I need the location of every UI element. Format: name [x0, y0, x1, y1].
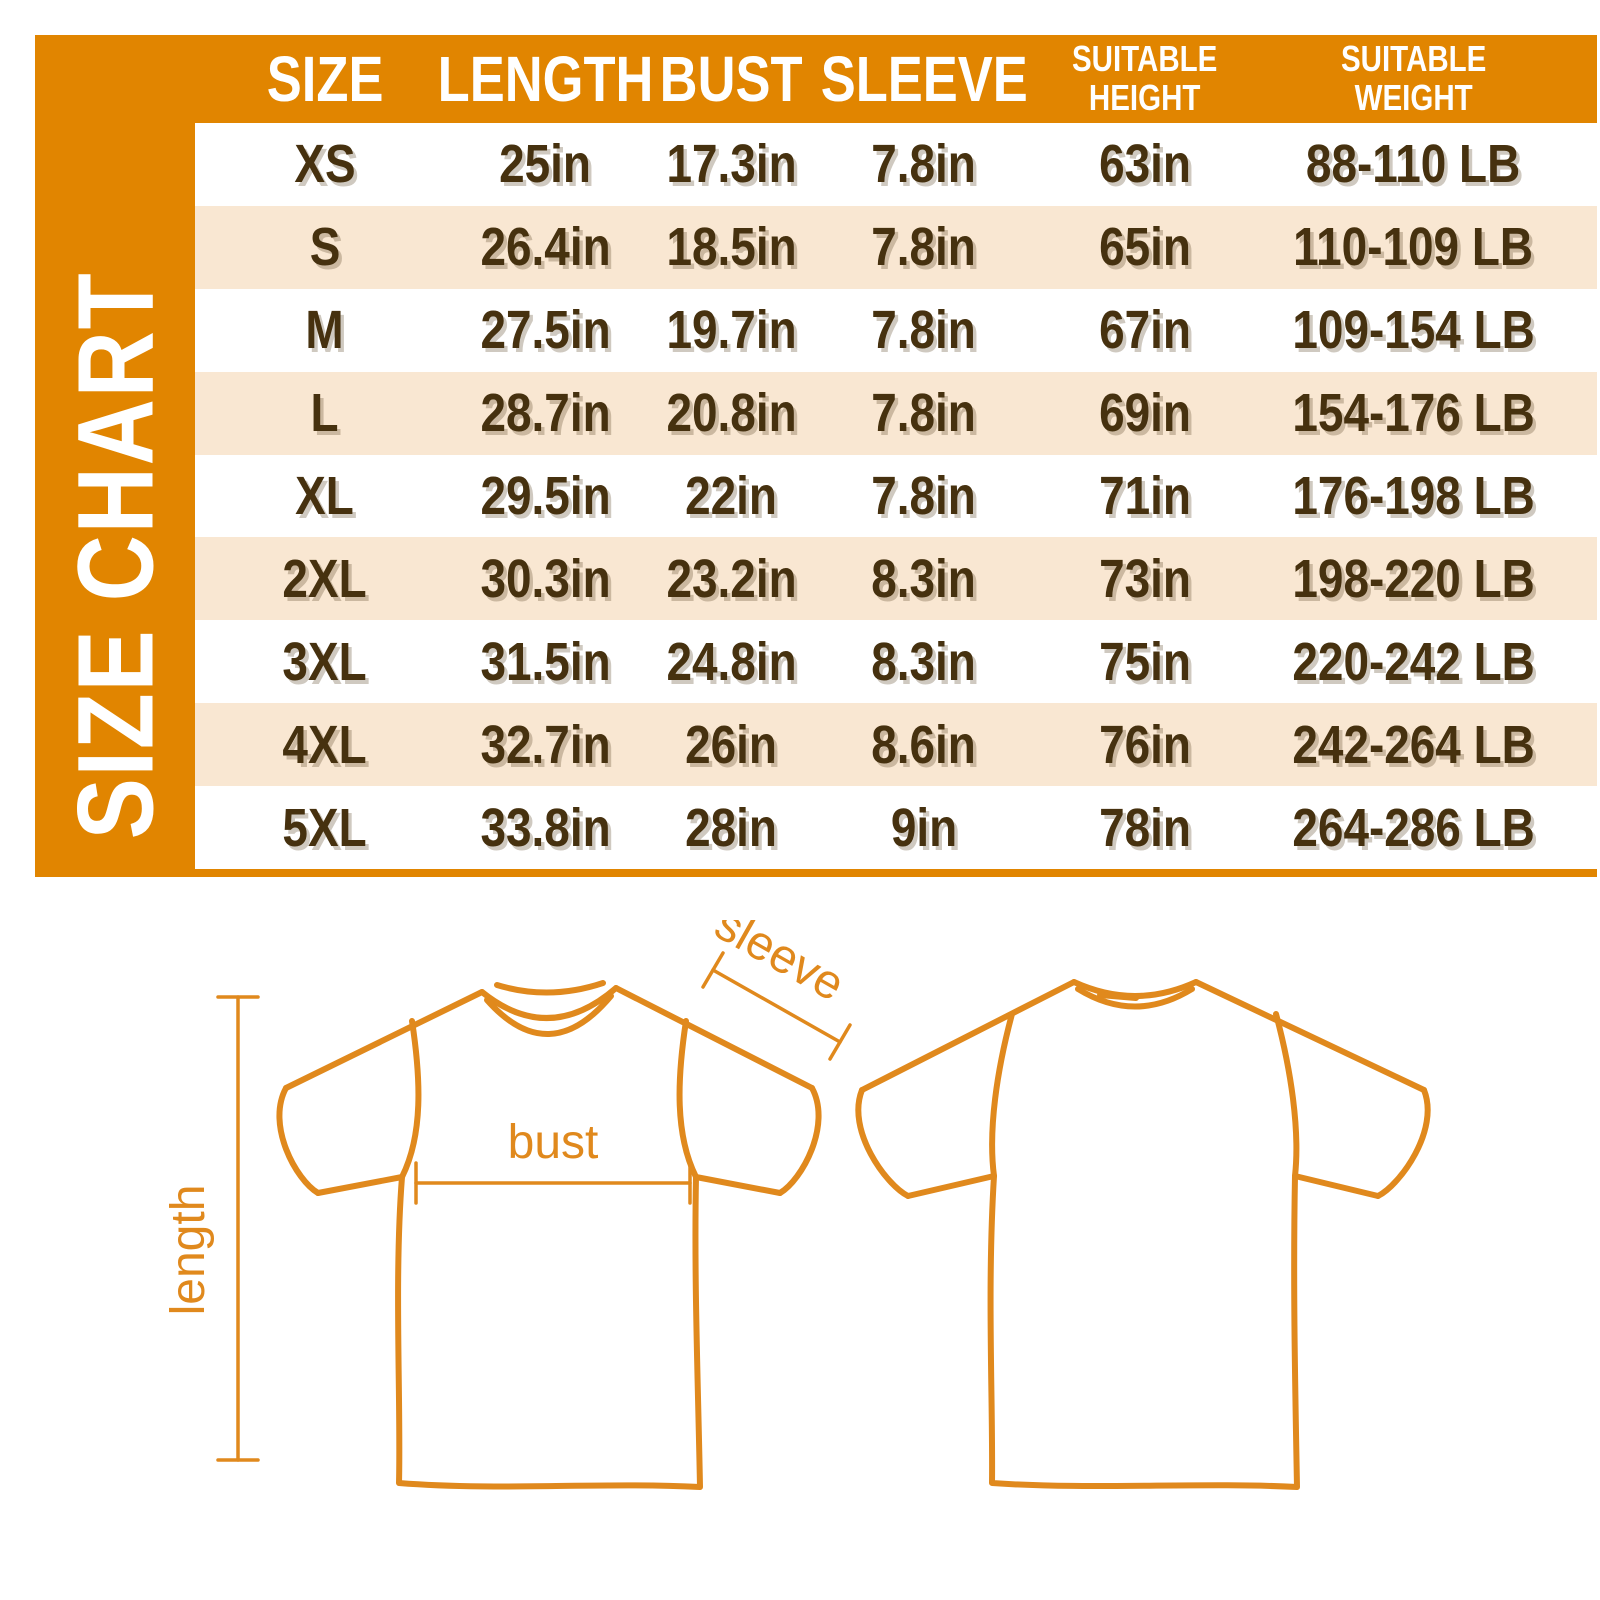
table-cell: 22in	[685, 466, 778, 526]
bust-label: bust	[508, 1116, 599, 1169]
table-cell: 88-110 LB	[1306, 134, 1521, 195]
table-cell: 30.3in	[480, 548, 611, 609]
table-row-2xl: 2XL 30.3in 23.2in 8.3in 73in 198-220 LB	[195, 537, 1597, 621]
header-suitable-height: SUITABLE HEIGHT	[1072, 38, 1218, 118]
table-cell: 32.7in	[480, 714, 611, 775]
table-cell: 75in	[1098, 631, 1191, 692]
table-cell: 67in	[1098, 300, 1191, 361]
tshirt-diagram-svg: bust length sleeve	[162, 920, 1431, 1490]
table-cell: L	[310, 383, 339, 444]
table-row-xs: XS 25in 17.3in 7.8in 63in 88-110 LB	[195, 123, 1597, 206]
sleeve-label: sleeve	[706, 920, 853, 1012]
table-row-4xl: 4XL 32.7in 26in 8.6in 76in 242-264 LB	[195, 703, 1597, 787]
table-cell: 33.8in	[480, 797, 611, 858]
table-cell: 26in	[685, 714, 778, 775]
sleeve-measure-line	[701, 951, 852, 1061]
table-cell: 73in	[1098, 548, 1191, 609]
tshirt-back-outline	[855, 979, 1431, 1490]
table-row-3xl: 3XL 31.5in 24.8in 8.3in 75in 220-242 LB	[195, 620, 1597, 704]
table-cell: 264-286 LB	[1292, 797, 1535, 858]
table-cell: 8.3in	[871, 548, 977, 609]
table-row-s: S 26.4in 18.5in 7.8in 65in 110-109 LB	[195, 205, 1597, 289]
table-cell: 220-242 LB	[1292, 631, 1535, 692]
table-cell: 109-154 LB	[1292, 300, 1535, 361]
header-size: SIZE	[266, 43, 383, 115]
table-cell: 7.8in	[871, 383, 977, 444]
table-cell: 4XL	[282, 714, 367, 775]
bust-measure-line	[414, 1161, 692, 1205]
table-row-xl: XL 29.5in 22in 7.8in 71in 176-198 LB	[195, 454, 1597, 538]
length-measure-line	[216, 995, 260, 1462]
table-cell: 25in	[499, 134, 592, 195]
size-chart-table: SIZE CHART SIZE LENGTH BUST SLEEVE SUITA…	[35, 35, 1597, 877]
tshirt-measurement-diagram: bust length sleeve	[0, 920, 1600, 1600]
table-cell: 24.8in	[666, 631, 797, 692]
table-cell: XL	[295, 466, 355, 526]
header-length: LENGTH	[437, 43, 654, 115]
table-cell: 31.5in	[480, 631, 611, 692]
table-cell: 63in	[1098, 134, 1191, 195]
table-cell: 176-198 LB	[1292, 466, 1535, 526]
table-cell: 7.8in	[871, 466, 977, 526]
table-cell: S	[309, 217, 340, 278]
table-cell: 65in	[1098, 217, 1191, 278]
table-row-5xl: 5XL 33.8in 28in 9in 78in 264-286 LB	[195, 786, 1597, 870]
table-cell: 110-109 LB	[1293, 217, 1534, 278]
table-cell: 7.8in	[871, 217, 977, 278]
table-row-l: L 28.7in 20.8in 7.8in 69in 154-176 LB	[195, 371, 1597, 455]
table-cell: 7.8in	[871, 134, 977, 195]
table-cell: 26.4in	[480, 217, 611, 278]
table-cell: 69in	[1098, 383, 1191, 444]
table-cell: 9in	[890, 797, 958, 858]
length-label: length	[162, 1185, 215, 1316]
table-cell: 18.5in	[666, 217, 797, 278]
table-cell: 154-176 LB	[1292, 383, 1535, 444]
table-cell: 8.6in	[871, 714, 977, 775]
table-cell: 78in	[1098, 797, 1191, 858]
table-cell: 23.2in	[666, 548, 797, 609]
table-cell: 27.5in	[480, 300, 611, 361]
size-chart-title-band: SIZE CHART	[35, 35, 195, 877]
table-cell: 76in	[1098, 714, 1191, 775]
table-cell: 20.8in	[666, 383, 797, 444]
tshirt-front-outline	[276, 980, 822, 1490]
header-sleeve: SLEEVE	[820, 43, 1028, 115]
table-area: SIZE LENGTH BUST SLEEVE SUITABLE HEIGHT …	[195, 35, 1597, 870]
table-cell: 29.5in	[480, 466, 611, 526]
table-cell: 2XL	[282, 548, 367, 609]
table-cell: 71in	[1098, 466, 1191, 526]
table-cell: 3XL	[282, 631, 367, 692]
table-cell: 28in	[685, 797, 778, 858]
table-row-m: M 27.5in 19.7in 7.8in 67in 109-154 LB	[195, 288, 1597, 372]
table-cell: XS	[294, 134, 356, 195]
table-cell: 19.7in	[666, 300, 797, 361]
table-cell: 242-264 LB	[1292, 714, 1535, 775]
table-cell: 198-220 LB	[1292, 548, 1535, 609]
table-cell: 7.8in	[871, 300, 977, 361]
table-cell: 17.3in	[666, 134, 797, 195]
table-header-row: SIZE LENGTH BUST SLEEVE SUITABLE HEIGHT …	[195, 35, 1597, 123]
table-cell: M	[305, 300, 344, 361]
header-bust: BUST	[659, 43, 803, 115]
table-cell: 8.3in	[871, 631, 977, 692]
header-suitable-weight: SUITABLE WEIGHT	[1340, 38, 1486, 118]
table-cell: 28.7in	[480, 383, 611, 444]
size-chart-title: SIZE CHART	[54, 271, 176, 839]
table-cell: 5XL	[282, 797, 367, 858]
